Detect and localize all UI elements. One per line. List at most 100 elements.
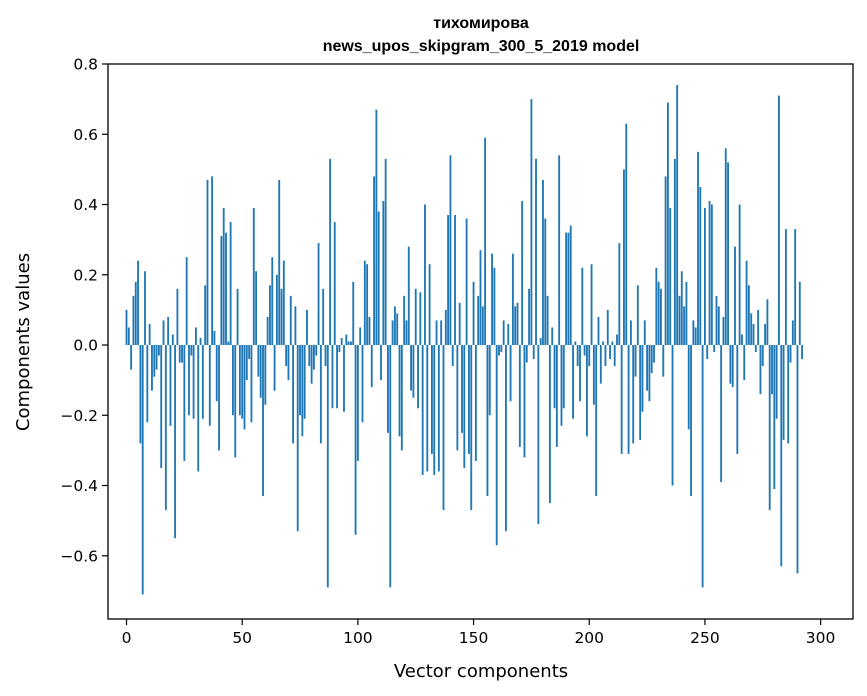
bar-74	[296, 345, 299, 532]
bar-44	[227, 341, 230, 346]
bar-204	[597, 316, 600, 346]
bar-260	[727, 162, 729, 346]
bar-124	[412, 345, 415, 398]
bar-102	[361, 345, 364, 423]
bar-252	[708, 200, 711, 346]
bar-271	[752, 323, 755, 346]
bar-178	[537, 345, 540, 525]
bar-3	[132, 295, 135, 346]
bar-156	[486, 345, 489, 497]
bar-183	[548, 345, 551, 504]
bar-277	[766, 299, 769, 346]
bar-27	[188, 345, 190, 416]
bar-67	[280, 288, 283, 346]
x-tick-label: 0	[122, 629, 132, 647]
bar-114	[389, 345, 392, 588]
bar-223	[641, 345, 644, 412]
bar-202	[592, 345, 595, 405]
bar-144	[458, 302, 461, 346]
bar-219	[632, 345, 635, 444]
bar-34	[204, 285, 207, 346]
bar-257	[720, 345, 723, 482]
bar-13	[155, 345, 158, 370]
chart-title-line1: тихомирова	[433, 15, 529, 32]
bar-234	[666, 102, 669, 346]
bar-184	[551, 327, 554, 346]
bar-203	[595, 345, 598, 497]
bar-245	[692, 320, 695, 346]
bar-85	[322, 288, 325, 346]
bar-91	[336, 345, 338, 409]
bar-59	[262, 345, 264, 497]
bar-222	[639, 345, 642, 440]
bar-235	[669, 208, 672, 346]
bar-120	[403, 295, 406, 346]
bar-111	[382, 200, 385, 346]
bar-43	[225, 232, 227, 346]
bar-121	[405, 320, 408, 346]
bar-278	[768, 345, 771, 511]
bar-227	[650, 345, 653, 374]
bar-267	[743, 345, 746, 381]
bar-32	[199, 337, 202, 346]
x-tick-label: 300	[806, 629, 836, 647]
bar-236	[671, 345, 674, 486]
bar-154	[481, 306, 484, 346]
bar-166	[509, 345, 512, 402]
bar-112	[384, 158, 387, 346]
bar-56	[255, 271, 257, 346]
bar-261	[729, 345, 732, 384]
bar-149	[470, 345, 473, 511]
bar-141	[451, 345, 454, 367]
bar-275	[761, 345, 764, 367]
bar-264	[736, 345, 739, 454]
bar-17	[164, 345, 167, 511]
bar-193	[572, 345, 574, 419]
bar-292	[801, 345, 804, 360]
bar-291	[798, 281, 801, 346]
bar-10	[148, 323, 151, 346]
bar-143	[456, 345, 459, 451]
bar-215	[623, 169, 625, 346]
bar-88	[329, 158, 332, 346]
bar-162	[500, 345, 503, 353]
bar-155	[484, 137, 487, 346]
bar-24	[181, 345, 183, 363]
bar-97	[350, 341, 352, 346]
bar-265	[738, 204, 741, 346]
bar-139	[447, 215, 450, 346]
bar-72	[292, 345, 295, 444]
bar-20	[171, 334, 174, 346]
bar-62	[269, 285, 271, 346]
y-axis-ticks: −0.6 −0.4 −0.2 0.0 0.2 0.4 0.6 0.8	[60, 56, 108, 565]
bar-186	[555, 345, 558, 447]
y-axis-label: Components values	[13, 253, 34, 431]
bar-136	[440, 320, 443, 346]
bar-16	[162, 320, 165, 346]
x-tick-label: 50	[232, 629, 252, 647]
bar-190	[565, 232, 568, 346]
bar-99	[354, 345, 357, 535]
y-tick-label: 0.0	[73, 337, 98, 355]
bar-207	[604, 345, 607, 367]
bar-94	[343, 345, 345, 412]
x-axis-ticks: 0 50 100 150 200 250 300	[122, 619, 836, 647]
bar-172	[523, 345, 526, 458]
bar-23	[178, 345, 181, 363]
bar-238	[676, 85, 679, 346]
bar-54	[250, 345, 253, 423]
bar-110	[380, 345, 382, 381]
bar-105	[368, 316, 371, 346]
bar-116	[393, 306, 396, 346]
bar-38	[213, 330, 216, 346]
bar-125	[414, 288, 417, 346]
bar-126	[417, 345, 419, 409]
bar-273	[757, 309, 760, 346]
bar-272	[754, 345, 757, 353]
bar-66	[278, 179, 281, 346]
bar-241	[683, 306, 686, 346]
bar-63	[271, 257, 274, 346]
bar-115	[391, 320, 394, 346]
bar-75	[299, 345, 301, 416]
